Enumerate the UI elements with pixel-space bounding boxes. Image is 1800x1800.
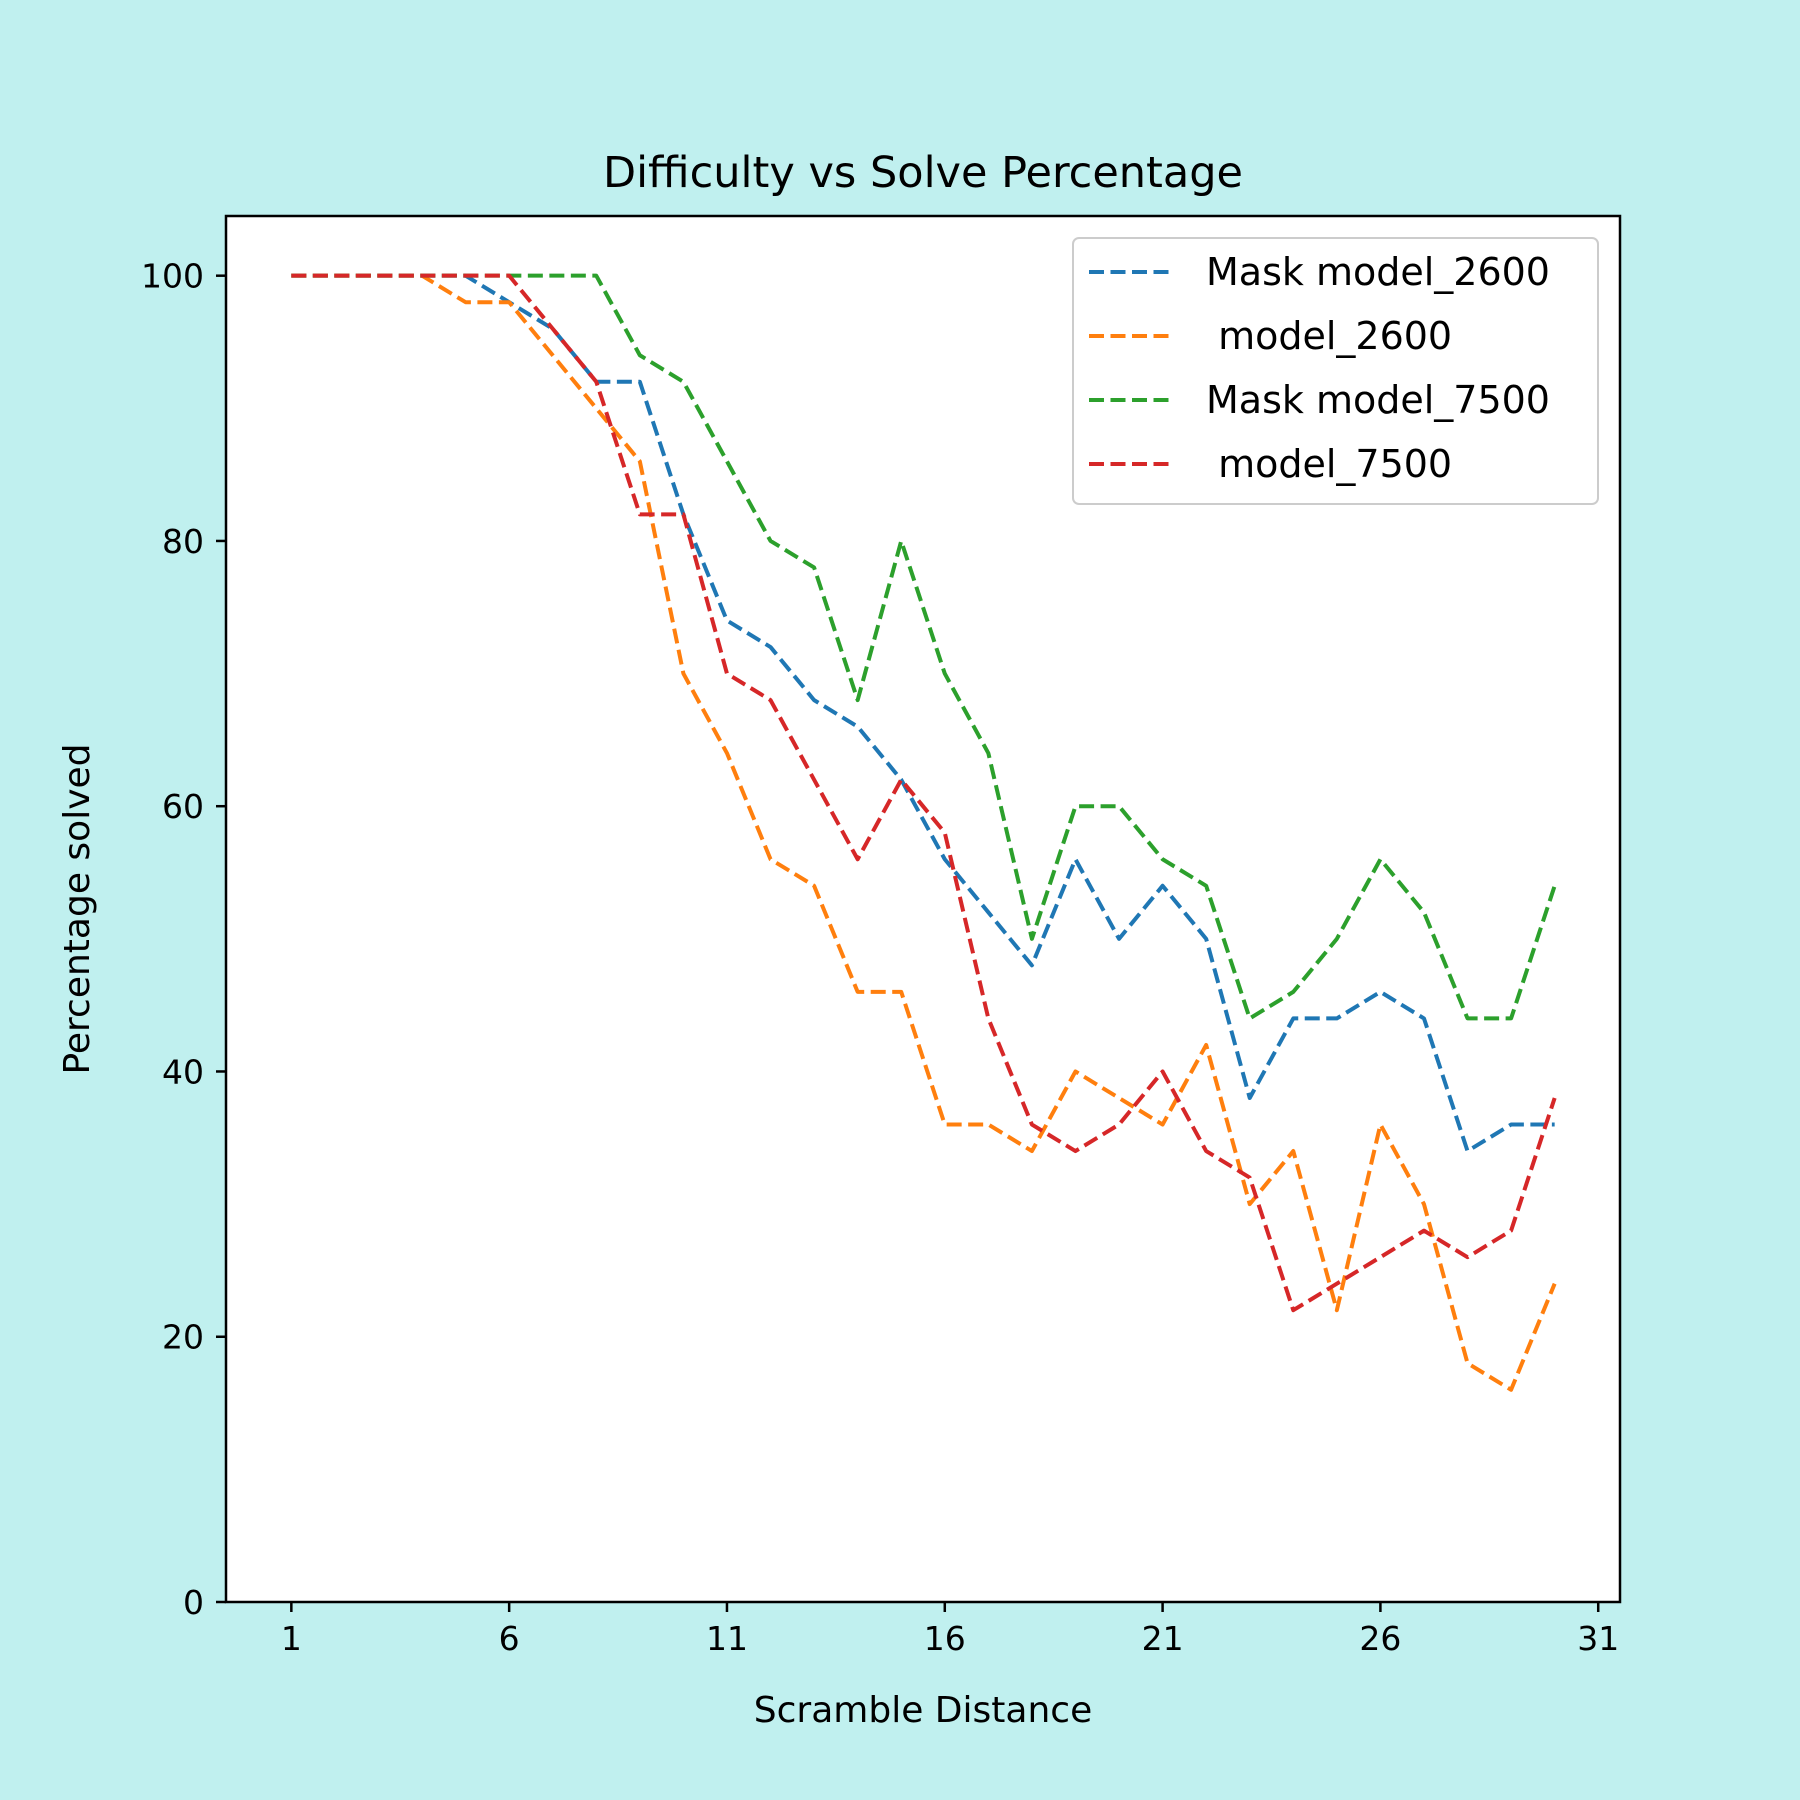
legend-label-3: Mask model_7500 bbox=[1206, 378, 1550, 422]
legend-box bbox=[1072, 237, 1599, 505]
x-tick-label: 1 bbox=[281, 1619, 302, 1658]
y-tick-label: 80 bbox=[162, 522, 204, 561]
x-axis: 1 6 11 16 21 26 31 bbox=[281, 1602, 1619, 1658]
legend: Mask model_2600 model_2600 Mask model_750… bbox=[1072, 237, 1599, 505]
y-tick-label: 40 bbox=[162, 1052, 204, 1091]
x-tick-label: 16 bbox=[924, 1619, 966, 1658]
y-tick-label: 20 bbox=[162, 1318, 204, 1357]
x-tick-label: 31 bbox=[1577, 1619, 1619, 1658]
series-line-1 bbox=[291, 273, 1555, 1154]
series-line-4 bbox=[291, 273, 1557, 1313]
x-axis-title: Scramble Distance bbox=[754, 1690, 1092, 1731]
legend-label-2: model_2600 bbox=[1206, 314, 1452, 358]
y-tick-label: 100 bbox=[141, 257, 204, 296]
series-line-2 bbox=[291, 273, 1557, 1392]
x-tick-label: 21 bbox=[1142, 1619, 1184, 1658]
x-tick-label: 26 bbox=[1359, 1619, 1401, 1658]
chart-title: Difficulty vs Solve Percentage bbox=[603, 148, 1243, 198]
y-tick-label: 0 bbox=[183, 1583, 204, 1622]
x-tick-label: 11 bbox=[706, 1619, 748, 1658]
series-line-3 bbox=[291, 273, 1557, 1021]
plot-frame bbox=[224, 214, 1622, 1604]
y-tick-label: 60 bbox=[162, 787, 204, 826]
x-tick-label: 6 bbox=[499, 1619, 520, 1658]
series-layer bbox=[291, 273, 1557, 1392]
y-axis-title: Percentage solved bbox=[57, 743, 98, 1074]
legend-label-4: model_7500 bbox=[1206, 442, 1452, 486]
legend-label-1: Mask model_2600 bbox=[1206, 250, 1550, 294]
y-axis: 0 20 40 60 80 100 bbox=[141, 257, 226, 1622]
